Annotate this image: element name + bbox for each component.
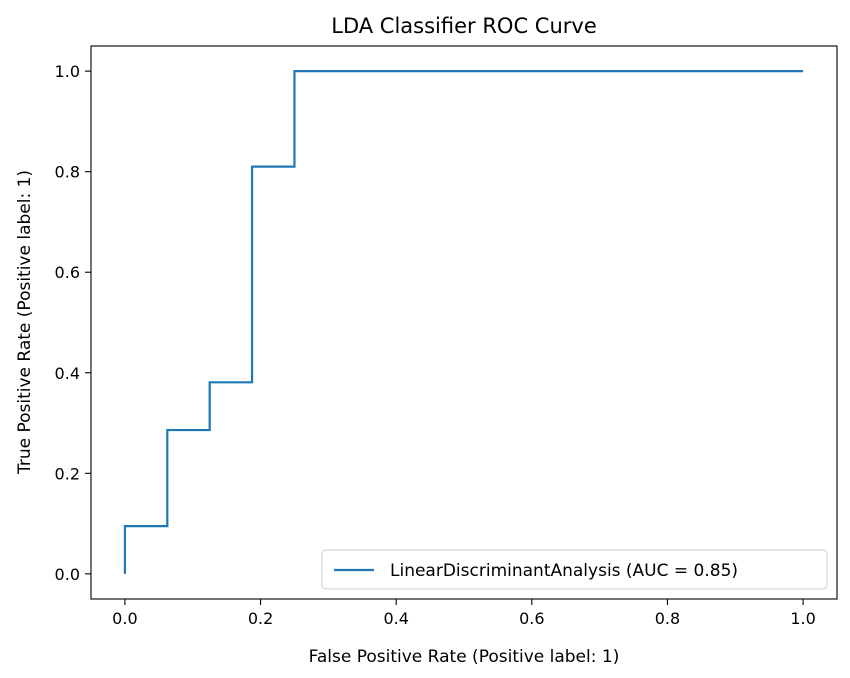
- chart-title: LDA Classifier ROC Curve: [331, 14, 597, 38]
- roc-curve-line: [123, 70, 804, 574]
- x-axis-label: False Positive Rate (Positive label: 1): [309, 647, 620, 667]
- x-tick-label: 0.4: [383, 609, 408, 628]
- y-tick-label: 0.8: [55, 163, 80, 182]
- x-tick-label: 0.0: [112, 609, 137, 628]
- y-tick-label: 1.0: [55, 62, 80, 81]
- legend: LinearDiscriminantAnalysis (AUC = 0.85): [321, 549, 828, 590]
- y-axis-label: True Positive Rate (Positive label: 1): [15, 170, 35, 475]
- y-tick-label: 0.0: [55, 565, 80, 584]
- y-tick-label: 0.4: [55, 364, 80, 383]
- legend-entry-label: LinearDiscriminantAnalysis (AUC = 0.85): [390, 561, 738, 581]
- x-tick-label: 0.2: [248, 609, 273, 628]
- plot-frame: [90, 45, 838, 600]
- plot-area: [91, 46, 837, 599]
- y-tick-label: 0.6: [55, 263, 80, 282]
- x-tick-label: 0.6: [519, 609, 544, 628]
- legend-box: [321, 549, 828, 590]
- y-axis-ticks: 0.0 0.2 0.4 0.6 0.8 1.0: [55, 62, 91, 584]
- x-tick-label: 1.0: [790, 609, 815, 628]
- x-tick-label: 0.8: [655, 609, 680, 628]
- x-axis-ticks: 0.0 0.2 0.4 0.6 0.8 1.0: [112, 599, 816, 628]
- y-tick-label: 0.2: [55, 464, 80, 483]
